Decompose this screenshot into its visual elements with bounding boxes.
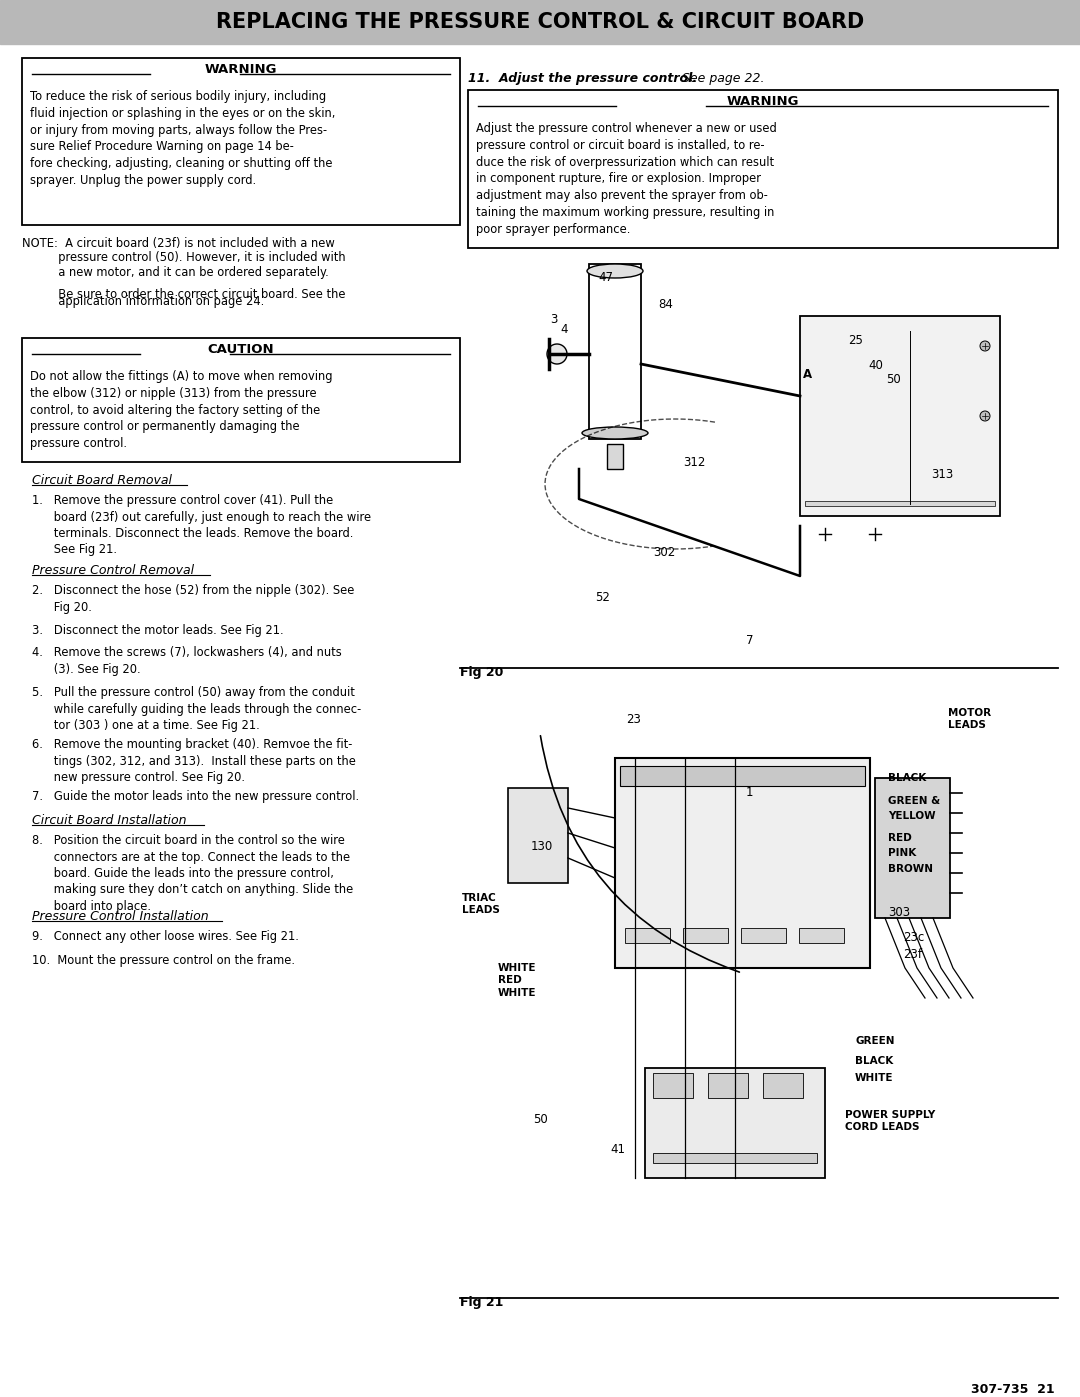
- Bar: [625, 928, 670, 943]
- Text: BLACK: BLACK: [855, 1056, 893, 1066]
- Bar: [589, 264, 642, 439]
- Text: 1: 1: [746, 787, 754, 799]
- Text: 84: 84: [658, 298, 673, 312]
- Text: WARNING: WARNING: [727, 95, 799, 108]
- Text: 52: 52: [595, 591, 610, 604]
- Bar: [22, 338, 460, 462]
- Bar: [708, 1073, 748, 1098]
- Text: YELLOW: YELLOW: [888, 812, 935, 821]
- Text: 4.   Remove the screws (7), lockwashers (4), and nuts
      (3). See Fig 20.: 4. Remove the screws (7), lockwashers (4…: [32, 645, 341, 676]
- Text: 9.   Connect any other loose wires. See Fig 21.: 9. Connect any other loose wires. See Fi…: [32, 930, 299, 943]
- Text: 8.   Position the circuit board in the control so the wire
      connectors are : 8. Position the circuit board in the con…: [32, 834, 353, 914]
- Bar: [741, 928, 786, 943]
- Bar: [607, 444, 623, 469]
- Text: 25: 25: [848, 334, 863, 346]
- Text: 3: 3: [550, 313, 557, 326]
- Text: 3.   Disconnect the motor leads. See Fig 21.: 3. Disconnect the motor leads. See Fig 2…: [32, 624, 284, 637]
- Text: PINK: PINK: [888, 848, 916, 858]
- Text: a new motor, and it can be ordered separately.: a new motor, and it can be ordered separ…: [22, 265, 328, 279]
- Text: RED: RED: [888, 833, 912, 842]
- Text: To reduce the risk of serious bodily injury, including
fluid injection or splash: To reduce the risk of serious bodily inj…: [30, 89, 336, 187]
- Text: NOTE:  A circuit board (23f) is not included with a new: NOTE: A circuit board (23f) is not inclu…: [22, 237, 335, 250]
- Text: Fig 21: Fig 21: [460, 1296, 503, 1309]
- Text: 23c: 23c: [903, 930, 924, 944]
- Text: 1.   Remove the pressure control cover (41). Pull the
      board (23f) out care: 1. Remove the pressure control cover (41…: [32, 495, 372, 556]
- Ellipse shape: [588, 264, 643, 278]
- Text: 6.   Remove the mounting bracket (40). Remvoe the fit-
      tings (302, 312, an: 6. Remove the mounting bracket (40). Rem…: [32, 738, 356, 784]
- Bar: [620, 766, 865, 787]
- Bar: [645, 1067, 825, 1178]
- Text: BLACK: BLACK: [888, 773, 927, 782]
- Text: 2.   Disconnect the hose (52) from the nipple (302). See
      Fig 20.: 2. Disconnect the hose (52) from the nip…: [32, 584, 354, 613]
- Bar: [508, 788, 568, 883]
- Text: 5.   Pull the pressure control (50) away from the conduit
      while carefully : 5. Pull the pressure control (50) away f…: [32, 686, 361, 732]
- Text: MOTOR
LEADS: MOTOR LEADS: [948, 708, 991, 731]
- Text: Do not allow the fittings (A) to move when removing
the elbow (312) or nipple (3: Do not allow the fittings (A) to move wh…: [30, 370, 333, 450]
- Text: 313: 313: [931, 468, 954, 481]
- Text: 50: 50: [534, 1113, 548, 1126]
- Text: 7.   Guide the motor leads into the new pressure control.: 7. Guide the motor leads into the new pr…: [32, 789, 360, 803]
- Text: 130: 130: [531, 840, 553, 854]
- Text: See page 22.: See page 22.: [678, 73, 765, 85]
- Bar: [0, 0, 1080, 43]
- Ellipse shape: [582, 427, 648, 439]
- Circle shape: [980, 341, 990, 351]
- Text: 4: 4: [561, 323, 567, 337]
- Text: REPLACING THE PRESSURE CONTROL & CIRCUIT BOARD: REPLACING THE PRESSURE CONTROL & CIRCUIT…: [216, 13, 864, 32]
- Bar: [800, 316, 1000, 515]
- Text: pressure control (50). However, it is included with: pressure control (50). However, it is in…: [22, 251, 346, 264]
- Text: 307-735  21: 307-735 21: [971, 1383, 1055, 1396]
- Bar: [615, 759, 870, 968]
- Text: 7: 7: [746, 634, 754, 647]
- Text: 47: 47: [598, 271, 613, 284]
- Text: 312: 312: [683, 455, 705, 469]
- Text: Adjust the pressure control whenever a new or used
pressure control or circuit b: Adjust the pressure control whenever a n…: [476, 122, 777, 236]
- Bar: [805, 502, 995, 506]
- Text: 23: 23: [626, 712, 640, 726]
- Text: 41: 41: [610, 1143, 625, 1155]
- Text: CAUTION: CAUTION: [207, 344, 274, 356]
- Text: GREEN: GREEN: [855, 1037, 894, 1046]
- Text: 50: 50: [886, 373, 901, 386]
- Text: GREEN &: GREEN &: [888, 796, 940, 806]
- Text: TRIAC
LEADS: TRIAC LEADS: [462, 893, 500, 915]
- Text: Circuit Board Installation: Circuit Board Installation: [32, 814, 187, 827]
- Text: application information on page 24.: application information on page 24.: [22, 295, 265, 307]
- Bar: [683, 928, 728, 943]
- Text: 11.  Adjust the pressure control.: 11. Adjust the pressure control.: [468, 73, 697, 85]
- Text: A: A: [804, 367, 812, 381]
- Text: 302: 302: [653, 546, 675, 559]
- Text: 23f: 23f: [903, 949, 922, 961]
- Text: 303: 303: [888, 907, 910, 919]
- Text: Pressure Control Installation: Pressure Control Installation: [32, 909, 208, 923]
- Text: BROWN: BROWN: [888, 863, 933, 875]
- Bar: [468, 89, 1058, 249]
- Circle shape: [546, 344, 567, 365]
- Text: WHITE: WHITE: [855, 1073, 893, 1083]
- Text: 40: 40: [868, 359, 882, 372]
- Bar: [762, 1073, 804, 1098]
- Bar: [799, 928, 843, 943]
- Text: Fig 20: Fig 20: [460, 666, 503, 679]
- Text: WARNING: WARNING: [205, 63, 278, 75]
- Bar: [875, 778, 950, 918]
- Bar: [653, 1073, 693, 1098]
- Circle shape: [980, 411, 990, 420]
- Text: POWER SUPPLY
CORD LEADS: POWER SUPPLY CORD LEADS: [845, 1111, 935, 1133]
- Text: Pressure Control Removal: Pressure Control Removal: [32, 564, 194, 577]
- Text: 10.  Mount the pressure control on the frame.: 10. Mount the pressure control on the fr…: [32, 954, 295, 967]
- Bar: [653, 1153, 816, 1162]
- Bar: [22, 59, 460, 225]
- Text: Circuit Board Removal: Circuit Board Removal: [32, 474, 172, 488]
- Text: Be sure to order the correct circuit board. See the: Be sure to order the correct circuit boa…: [22, 289, 346, 302]
- Text: WHITE
RED
WHITE: WHITE RED WHITE: [498, 963, 537, 997]
